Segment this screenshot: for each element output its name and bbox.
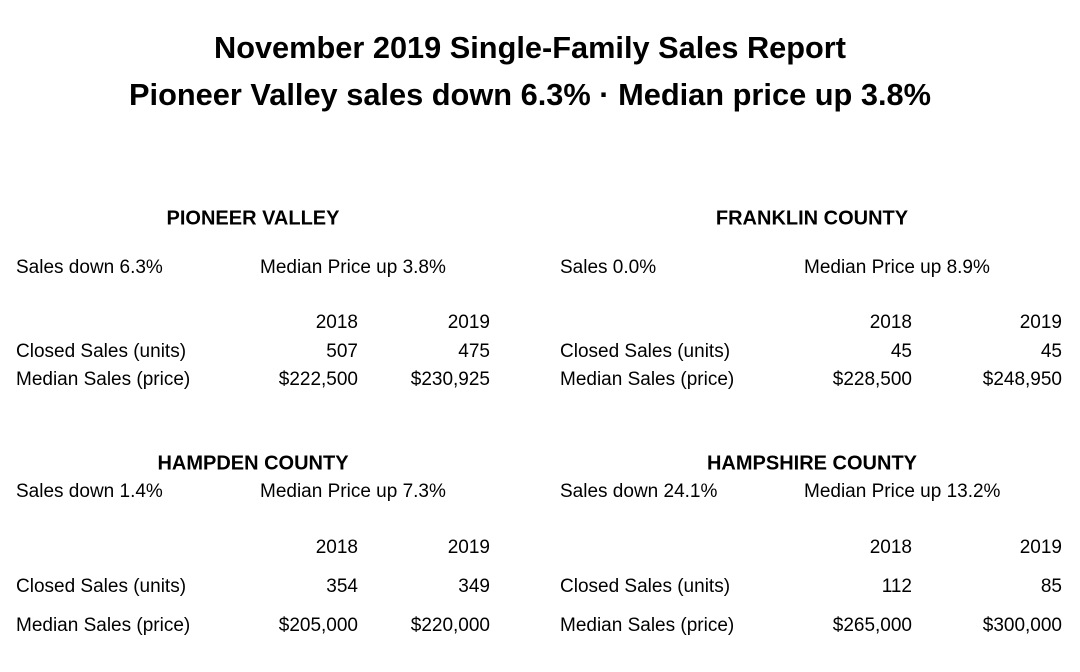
sales-change: Sales down 6.3% [16,257,163,278]
row-label: Closed Sales (units) [16,576,186,597]
cell-value: $230,925 [411,369,490,390]
cell-value: $205,000 [279,615,358,636]
cell-value: 475 [458,341,490,362]
cell-value: $300,000 [983,615,1062,636]
row-label: Closed Sales (units) [560,341,730,362]
cell-value: $220,000 [411,615,490,636]
price-change: Median Price up 13.2% [804,481,1001,502]
cell-value: 507 [326,341,358,362]
column-year: 2018 [316,312,358,333]
cell-value: 45 [891,341,912,362]
price-change: Median Price up 3.8% [260,257,446,278]
column-year: 2018 [870,537,912,558]
row-label: Closed Sales (units) [16,341,186,362]
report-title: November 2019 Single-Family Sales Report [214,30,846,65]
column-year: 2019 [448,537,490,558]
sales-change: Sales down 1.4% [16,481,163,502]
price-change: Median Price up 7.3% [260,481,446,502]
column-year: 2019 [448,312,490,333]
cell-value: $222,500 [279,369,358,390]
sales-change: Sales 0.0% [560,257,656,278]
column-year: 2018 [870,312,912,333]
cell-value: 349 [458,576,490,597]
panel-heading: HAMPDEN COUNTY [157,452,349,474]
cell-value: $248,950 [983,369,1062,390]
row-label: Median Sales (price) [16,369,190,390]
cell-value: $265,000 [833,615,912,636]
price-change: Median Price up 8.9% [804,257,990,278]
cell-value: 85 [1041,576,1062,597]
column-year: 2019 [1020,537,1062,558]
column-year: 2018 [316,537,358,558]
row-label: Closed Sales (units) [560,576,730,597]
panel-heading: HAMPSHIRE COUNTY [707,452,918,474]
cell-value: 354 [326,576,358,597]
cell-value: 112 [882,576,912,597]
column-year: 2019 [1020,312,1062,333]
row-label: Median Sales (price) [16,615,190,636]
row-label: Median Sales (price) [560,615,734,636]
cell-value: 45 [1041,341,1062,362]
report-subtitle: Pioneer Valley sales down 6.3% · Median … [129,77,931,112]
cell-value: $228,500 [833,369,912,390]
panel-heading: FRANKLIN COUNTY [716,207,909,229]
sales-change: Sales down 24.1% [560,481,717,502]
row-label: Median Sales (price) [560,369,734,390]
panel-heading: PIONEER VALLEY [167,207,341,229]
